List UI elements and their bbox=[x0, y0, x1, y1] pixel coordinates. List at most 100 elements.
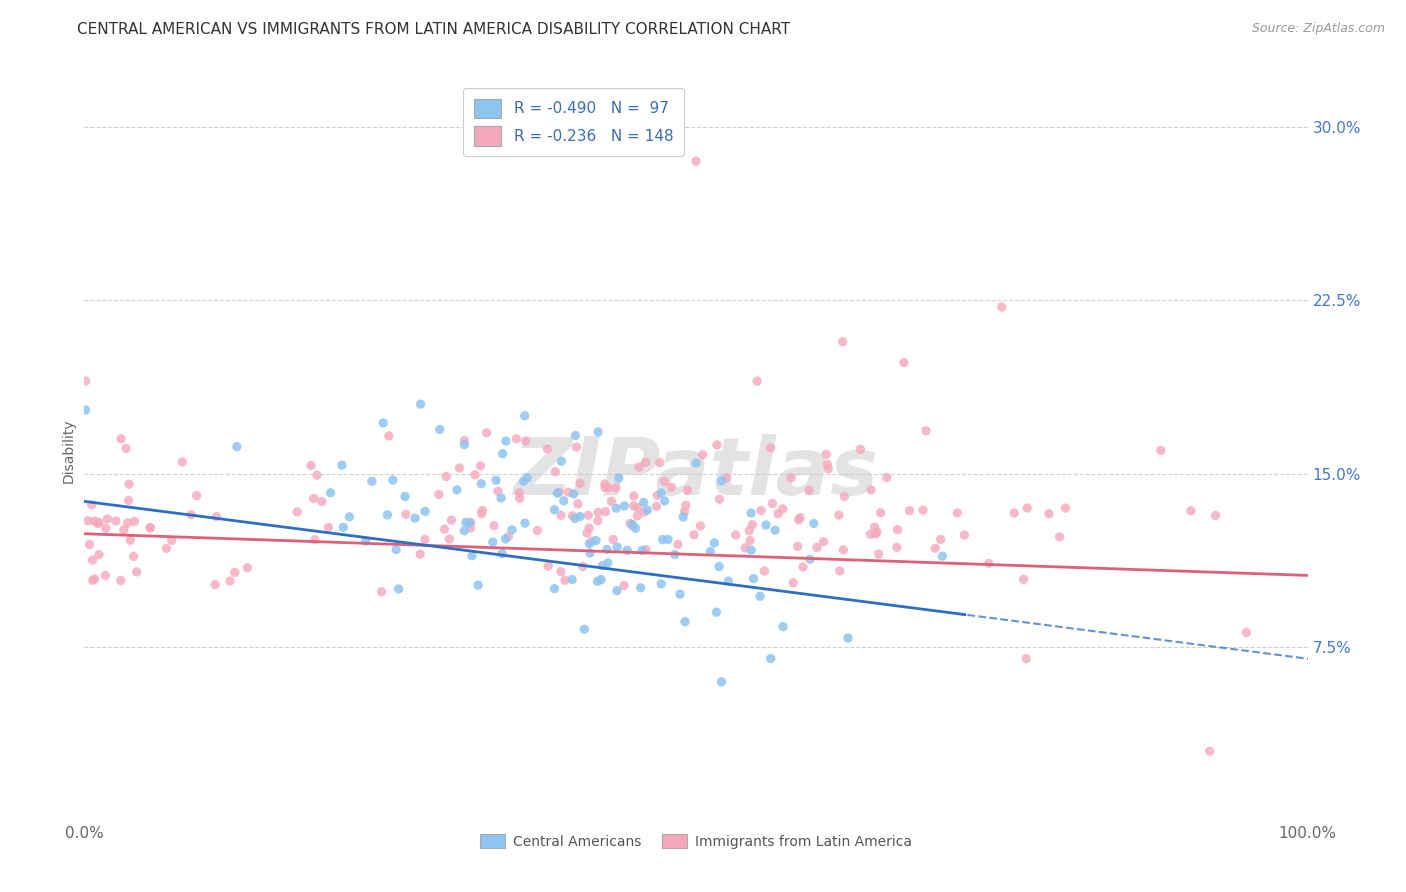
Point bbox=[512, 474, 534, 488]
Point bbox=[554, 574, 576, 588]
Legend: Central Americans, Immigrants from Latin America: Central Americans, Immigrants from Latin… bbox=[474, 829, 918, 855]
Point bbox=[623, 499, 645, 513]
Point bbox=[486, 484, 509, 499]
Point bbox=[586, 505, 609, 519]
Point bbox=[160, 533, 183, 548]
Point bbox=[595, 504, 617, 518]
Point bbox=[806, 541, 828, 555]
Point bbox=[454, 516, 477, 530]
Point bbox=[302, 491, 325, 506]
Point bbox=[439, 532, 461, 546]
Point bbox=[591, 558, 613, 573]
Point bbox=[1012, 572, 1035, 586]
Point bbox=[876, 470, 898, 484]
Point bbox=[515, 434, 537, 448]
Point bbox=[953, 528, 976, 542]
Point bbox=[440, 513, 463, 527]
Point bbox=[501, 523, 523, 537]
Point bbox=[740, 543, 762, 558]
Point bbox=[832, 543, 855, 558]
Point bbox=[561, 573, 583, 587]
Point bbox=[636, 503, 658, 517]
Point bbox=[544, 465, 567, 479]
Point bbox=[703, 536, 725, 550]
Point bbox=[305, 468, 328, 483]
Point bbox=[567, 497, 589, 511]
Point bbox=[125, 565, 148, 579]
Point bbox=[605, 501, 627, 516]
Point bbox=[495, 434, 517, 448]
Point bbox=[706, 605, 728, 619]
Point bbox=[676, 483, 699, 498]
Point bbox=[332, 520, 354, 534]
Point bbox=[378, 429, 401, 443]
Point bbox=[585, 533, 607, 548]
Point bbox=[664, 548, 686, 562]
Point bbox=[449, 461, 471, 475]
Point bbox=[505, 432, 527, 446]
Point bbox=[460, 516, 482, 530]
Point bbox=[1054, 501, 1077, 516]
Point bbox=[139, 521, 162, 535]
Point bbox=[813, 534, 835, 549]
Point bbox=[1015, 651, 1038, 665]
Point bbox=[83, 514, 105, 528]
Point bbox=[388, 582, 411, 596]
Point bbox=[627, 500, 650, 515]
Point bbox=[606, 583, 628, 598]
Point bbox=[155, 541, 177, 556]
Point bbox=[94, 568, 117, 582]
Point bbox=[741, 517, 763, 532]
Point bbox=[482, 518, 505, 533]
Point bbox=[834, 490, 856, 504]
Point bbox=[124, 515, 146, 529]
Point bbox=[82, 553, 104, 567]
Point bbox=[647, 488, 669, 502]
Point bbox=[621, 517, 644, 532]
Point bbox=[759, 441, 782, 455]
Point bbox=[633, 495, 655, 509]
Point bbox=[650, 577, 672, 591]
Point bbox=[385, 542, 408, 557]
Point bbox=[413, 533, 436, 547]
Point bbox=[596, 556, 619, 570]
Point bbox=[236, 561, 259, 575]
Point bbox=[318, 520, 340, 534]
Point bbox=[929, 533, 952, 547]
Point bbox=[624, 521, 647, 535]
Point bbox=[650, 486, 672, 500]
Point bbox=[453, 434, 475, 448]
Point bbox=[675, 498, 697, 512]
Point bbox=[546, 486, 568, 500]
Point bbox=[537, 559, 560, 574]
Point bbox=[115, 442, 138, 456]
Point bbox=[553, 493, 575, 508]
Point bbox=[1198, 744, 1220, 758]
Point bbox=[104, 514, 127, 528]
Point bbox=[616, 543, 638, 558]
Point bbox=[224, 566, 246, 580]
Point bbox=[569, 476, 592, 491]
Point bbox=[738, 524, 761, 538]
Point bbox=[915, 424, 938, 438]
Text: Source: ZipAtlas.com: Source: ZipAtlas.com bbox=[1251, 22, 1385, 36]
Point bbox=[780, 471, 803, 485]
Point bbox=[471, 507, 494, 521]
Point bbox=[429, 422, 451, 436]
Point bbox=[593, 477, 616, 491]
Point bbox=[607, 471, 630, 485]
Point bbox=[740, 506, 762, 520]
Point bbox=[377, 508, 399, 522]
Point bbox=[931, 549, 953, 563]
Point bbox=[706, 438, 728, 452]
Point bbox=[118, 477, 141, 491]
Point bbox=[586, 425, 609, 439]
Y-axis label: Disability: Disability bbox=[62, 418, 76, 483]
Point bbox=[562, 487, 585, 501]
Point bbox=[886, 523, 908, 537]
Point bbox=[110, 574, 132, 588]
Point bbox=[866, 524, 889, 539]
Point bbox=[82, 574, 104, 588]
Point bbox=[557, 485, 579, 500]
Point bbox=[453, 437, 475, 451]
